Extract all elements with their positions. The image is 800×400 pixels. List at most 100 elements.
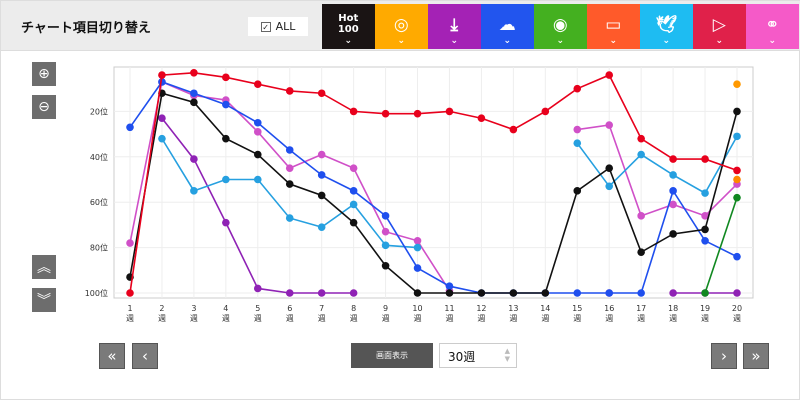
x-tick-label: 週: [573, 314, 581, 323]
data-point: [637, 134, 645, 143]
all-label: ALL: [275, 20, 296, 33]
data-point: [158, 114, 166, 123]
x-tick-label: 6: [287, 304, 292, 313]
x-tick-label: 4: [223, 304, 228, 313]
checkbox-icon[interactable]: ✓: [260, 21, 271, 32]
tab-label: Hot 100: [337, 12, 359, 35]
youtube-icon: ▷: [712, 14, 726, 35]
data-point: [413, 109, 422, 118]
chevron-down-icon: ⌄: [556, 36, 565, 46]
y-tick-label: 80位: [90, 243, 108, 253]
data-point: [605, 182, 614, 191]
x-tick-label: 10: [412, 304, 422, 313]
first-page-button[interactable]: «: [99, 343, 125, 369]
chart-tab-twitter-icon[interactable]: 🕊 ⌄: [640, 4, 693, 49]
scroll-down-button[interactable]: ︾: [32, 288, 56, 312]
chart-tab-hot100[interactable]: Hot 100 ⌄: [322, 4, 375, 49]
data-point: [285, 164, 294, 172]
next-page-button[interactable]: ›: [711, 343, 737, 369]
x-tick-label: 11: [444, 304, 454, 313]
data-point: [605, 121, 614, 129]
data-point: [349, 218, 358, 227]
data-point: [253, 150, 262, 159]
data-point: [285, 87, 294, 95]
x-tick-label: 週: [445, 314, 453, 323]
data-point: [253, 128, 262, 136]
x-tick-label: 9: [383, 304, 388, 313]
data-point: [349, 289, 358, 297]
data-point: [701, 236, 709, 245]
data-point: [190, 98, 198, 107]
data-point: [381, 212, 390, 220]
series-line: [576, 135, 738, 195]
data-point: [190, 155, 198, 163]
chevron-down-icon: ⌄: [503, 36, 512, 46]
chart-tab-download-icon[interactable]: ⤓ ⌄: [428, 4, 481, 49]
data-point: [253, 175, 262, 184]
x-tick-label: 20: [732, 304, 742, 313]
x-tick-label: 5: [255, 304, 260, 313]
x-tick-label: 週: [254, 314, 262, 323]
data-point: [637, 212, 645, 220]
data-point: [126, 123, 134, 132]
data-point: [190, 89, 198, 98]
data-point: [477, 114, 486, 123]
data-point: [349, 187, 358, 195]
chevron-down-icon: ⌄: [768, 36, 777, 46]
cd-icon: ◎: [393, 14, 409, 35]
data-point: [733, 252, 741, 261]
data-point: [126, 239, 134, 247]
data-point: [253, 284, 262, 293]
chart-tab-youtube-icon[interactable]: ▷ ⌄: [693, 4, 746, 49]
weeks-value: 30週: [448, 350, 476, 364]
data-point: [733, 80, 741, 88]
data-point: [733, 107, 741, 116]
scroll-up-button[interactable]: ︽: [32, 255, 56, 279]
x-tick-label: 17: [636, 304, 646, 313]
chart-tab-radio-icon[interactable]: ◉ ⌄: [534, 4, 587, 49]
chart-tab-cd-icon[interactable]: ◎ ⌄: [375, 4, 428, 49]
weeks-select[interactable]: 30週 ▲ ▼: [439, 343, 517, 368]
data-point: [413, 289, 422, 297]
data-point: [413, 243, 422, 252]
data-point: [477, 289, 486, 297]
data-point: [509, 289, 518, 297]
chart-tab-lookup-icon[interactable]: ⚭ ⌄: [746, 4, 799, 49]
x-tick-label: 週: [382, 314, 390, 323]
zoom-in-button[interactable]: ⊕: [32, 62, 56, 86]
data-point: [317, 89, 326, 98]
streaming-icon: ☁: [498, 14, 516, 35]
x-tick-label: 週: [222, 314, 230, 323]
series-line: [129, 72, 738, 294]
data-point: [381, 261, 390, 270]
radio-icon: ◉: [552, 14, 568, 35]
data-point: [158, 134, 166, 143]
zoom-out-button[interactable]: ⊖: [32, 95, 56, 119]
data-point: [317, 150, 326, 159]
chart-tab-streaming-icon[interactable]: ☁ ⌄: [481, 4, 534, 49]
all-checkbox[interactable]: ✓ ALL: [248, 17, 308, 36]
series-line: [129, 92, 738, 294]
last-page-button[interactable]: »: [743, 343, 769, 369]
x-tick-label: 13: [508, 304, 518, 313]
data-point: [669, 289, 677, 297]
x-tick-label: 18: [668, 304, 678, 313]
data-point: [669, 200, 677, 209]
download-icon: ⤓: [450, 14, 458, 35]
x-tick-label: 週: [669, 314, 677, 323]
x-tick-label: 14: [540, 304, 550, 313]
twitter-icon: 🕊: [655, 14, 678, 35]
data-point: [413, 264, 422, 272]
prev-page-button[interactable]: ‹: [132, 343, 158, 369]
data-point: [573, 289, 582, 297]
y-tick-label: 20位: [90, 106, 108, 116]
x-tick-label: 週: [158, 314, 166, 323]
data-point: [445, 289, 454, 297]
data-point: [701, 189, 709, 197]
chart-tab-video-cd-icon[interactable]: ▭ ⌄: [587, 4, 640, 49]
data-point: [445, 107, 454, 116]
data-point: [381, 241, 390, 250]
data-point: [573, 125, 582, 134]
data-point: [541, 107, 550, 116]
x-tick-label: 週: [350, 314, 358, 323]
